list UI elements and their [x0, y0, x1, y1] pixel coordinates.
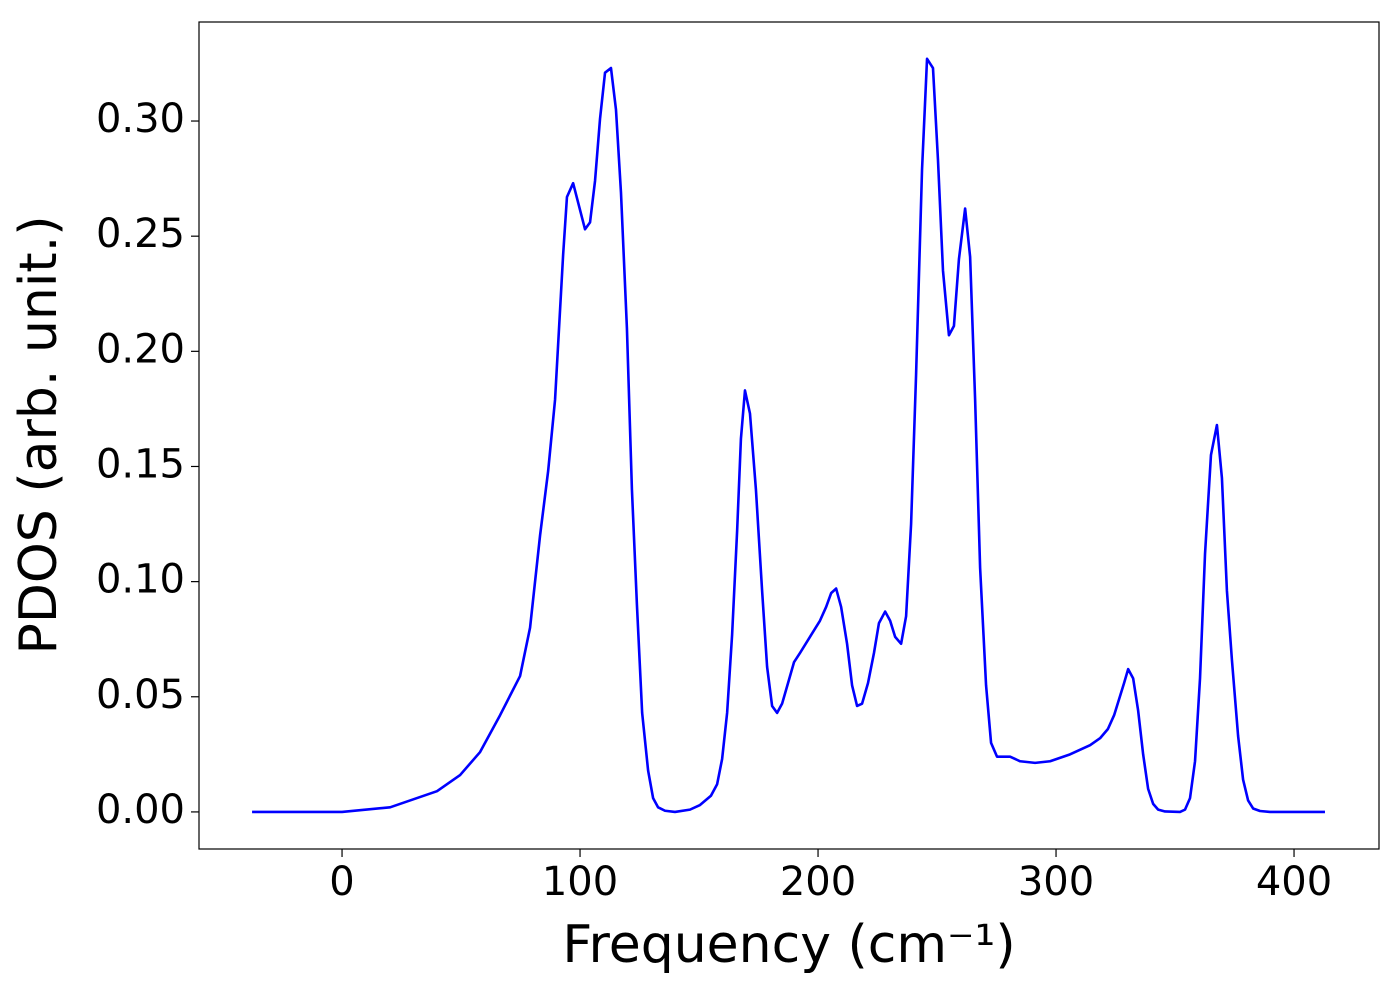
- y-axis-label: PDOS (arb. unit.): [9, 215, 69, 654]
- x-tick-label: 400: [1256, 859, 1332, 905]
- y-tick-label: 0.30: [96, 96, 185, 142]
- plot-frame: [198, 21, 1380, 850]
- x-tick-label: 300: [1018, 859, 1094, 905]
- x-axis-label: Frequency (cm⁻¹): [562, 915, 1015, 975]
- y-tick-label: 0.15: [96, 441, 185, 487]
- y-tick-label: 0.10: [96, 557, 185, 603]
- x-tick-label: 0: [329, 859, 354, 905]
- y-tick-label: 0.25: [96, 211, 185, 257]
- y-tick-label: 0.00: [96, 787, 185, 833]
- data-line: [252, 57, 1325, 814]
- y-tick-label: 0.20: [96, 326, 185, 372]
- x-tick-label: 100: [542, 859, 618, 905]
- x-tick-label: 200: [780, 859, 856, 905]
- y-tick-label: 0.05: [96, 672, 185, 718]
